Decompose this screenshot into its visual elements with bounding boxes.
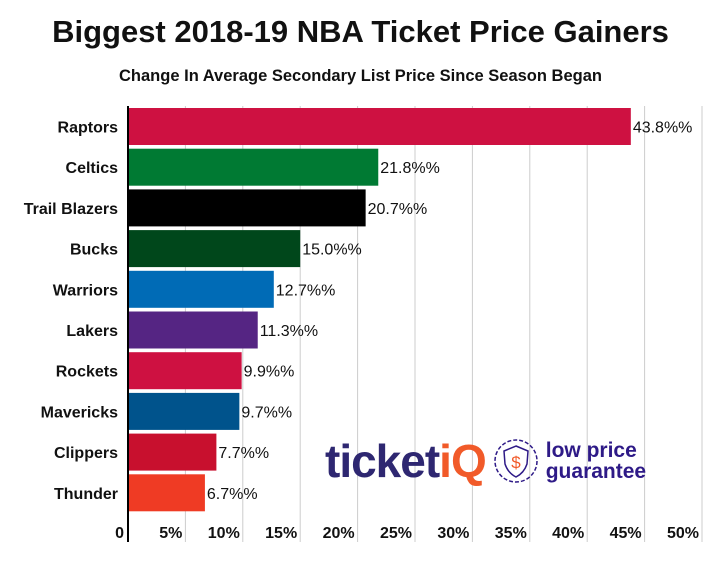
x-tick-label: 5%	[159, 525, 182, 542]
data-label: 11.3%%	[260, 323, 318, 340]
category-label: Raptors	[58, 120, 119, 137]
data-label: 15.0%%	[302, 242, 362, 259]
data-label: 9.9%%	[244, 364, 295, 381]
x-tick-label: 10%	[208, 525, 240, 542]
category-label: Lakers	[66, 323, 118, 340]
category-label: Mavericks	[41, 404, 118, 421]
x-tick-label: 20%	[323, 525, 355, 542]
bar-bucks	[129, 230, 301, 268]
data-label: 12.7%%	[276, 282, 336, 299]
logo-brand-main: ticket	[325, 435, 440, 487]
logo-tagline-2: guarantee	[545, 460, 647, 483]
logo-dollar: $	[511, 453, 521, 472]
category-label: Celtics	[66, 160, 119, 177]
x-tick-label: 40%	[552, 525, 584, 542]
category-label: Clippers	[54, 445, 118, 462]
x-tick-label: 15%	[265, 525, 297, 542]
data-label: 9.7%%	[241, 404, 292, 421]
chart-subtitle: Change In Average Secondary List Price S…	[119, 67, 602, 85]
data-label: 43.8%%	[633, 120, 693, 137]
logo-tagline-1: low price	[545, 439, 637, 462]
logo-brand-accent: iQ	[439, 435, 487, 487]
x-tick-label: 35%	[495, 525, 527, 542]
bar-raptors	[129, 108, 631, 145]
logo-tagline: low price guarantee	[546, 440, 646, 482]
category-label: Rockets	[56, 364, 118, 381]
x-tick-label: 45%	[610, 525, 642, 542]
bar-trail-blazers	[129, 189, 366, 227]
ticketiq-logo: ticket iQ $ low price guarantee	[325, 434, 646, 488]
data-label: 6.7%%	[207, 486, 258, 503]
data-label: 7.7%%	[218, 445, 269, 462]
chart-title: Biggest 2018-19 NBA Ticket Price Gainers	[52, 14, 669, 49]
category-label: Trail Blazers	[24, 201, 118, 218]
bar-rockets	[129, 352, 242, 390]
category-label: Thunder	[54, 486, 118, 503]
bar-clippers	[129, 433, 217, 471]
category-label: Warriors	[53, 282, 118, 299]
x-tick-label: 50%	[667, 525, 699, 542]
bar-lakers	[129, 311, 258, 349]
x-tick-label: 30%	[437, 525, 469, 542]
x-tick-label: 0	[115, 525, 124, 542]
bar-warriors	[129, 270, 274, 308]
category-label: Bucks	[70, 242, 118, 259]
data-label: 20.7%%	[368, 201, 428, 218]
bar-thunder	[129, 474, 205, 512]
data-label: 21.8%%	[380, 160, 440, 177]
x-tick-label: 25%	[380, 525, 412, 542]
shield-dollar-icon: $	[493, 439, 538, 483]
bar-celtics	[129, 148, 379, 186]
bar-mavericks	[129, 392, 240, 430]
